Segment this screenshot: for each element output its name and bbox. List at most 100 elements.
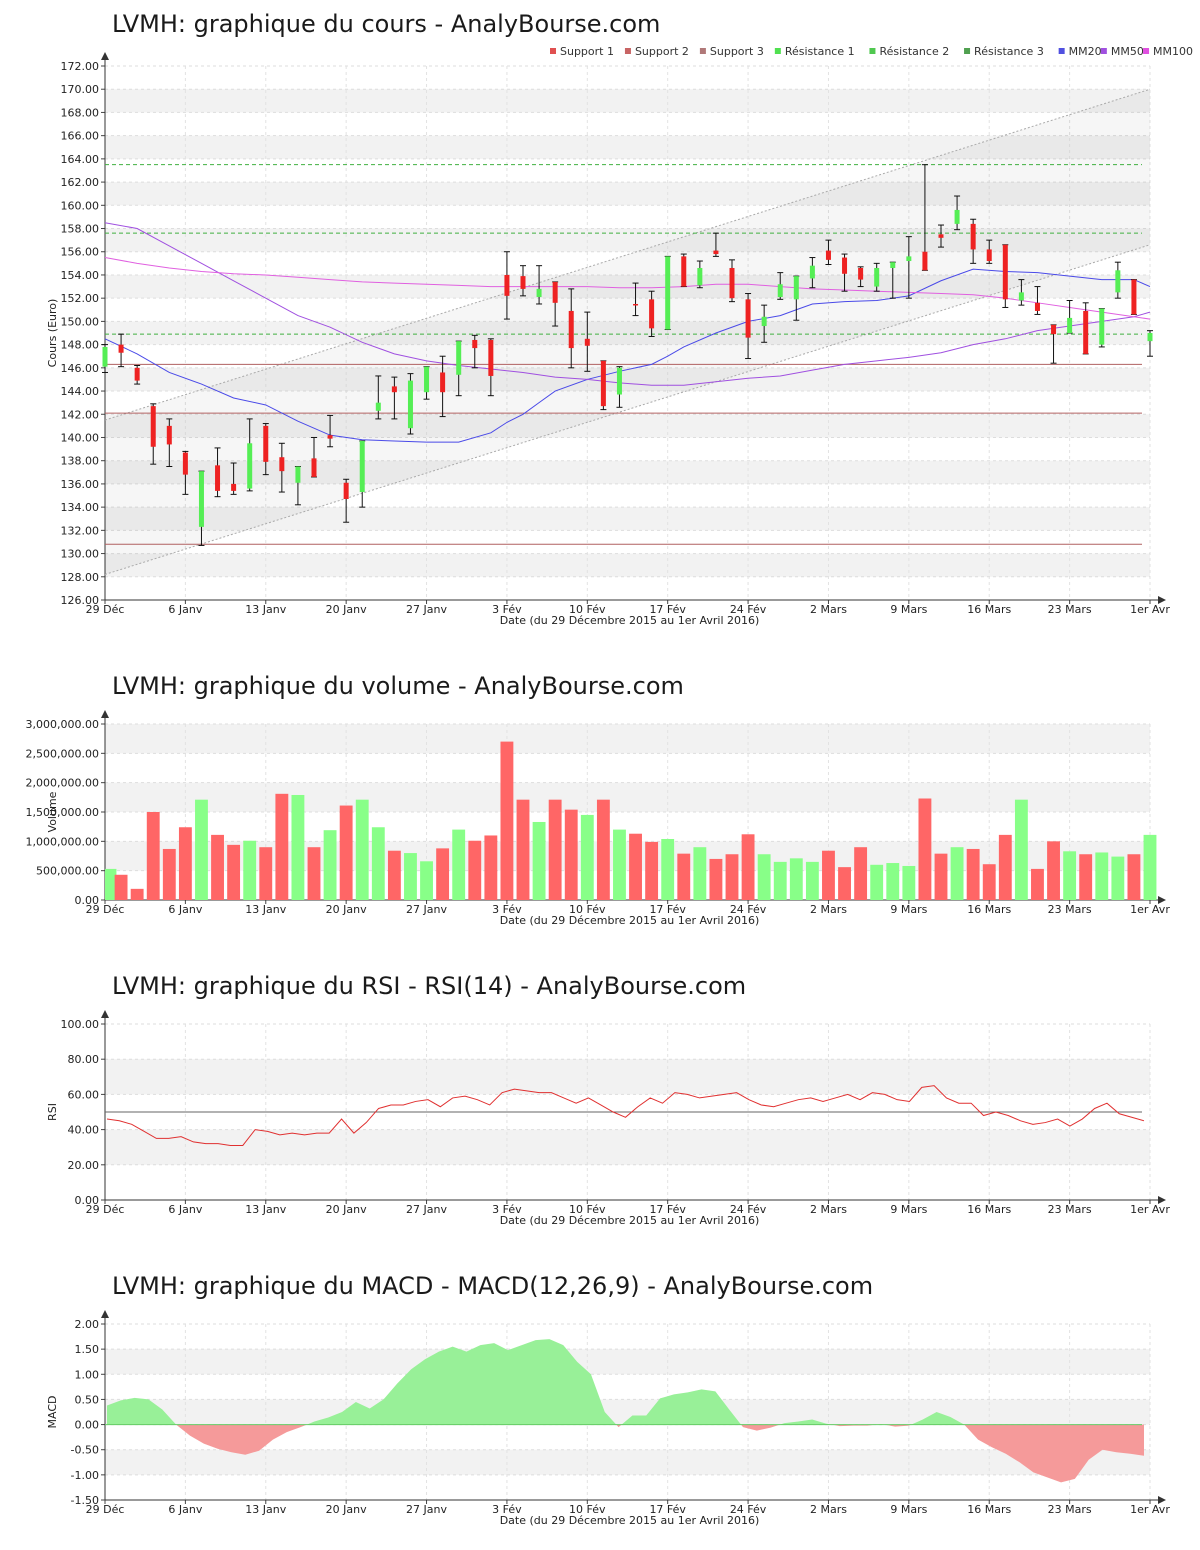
y-axis-label: Cours (Euro) (46, 299, 59, 368)
candle-body (504, 274, 510, 296)
volume-bar (452, 829, 466, 900)
x-tick-label: 6 Janv (168, 903, 202, 916)
plot-area: -1.50 -1.00 -0.50 0.00 0.50 1.00 1.50 2.00 29 Dé… (46, 1310, 1170, 1527)
x-tick-label: 27 Janv (406, 1503, 447, 1516)
candle-body (938, 234, 944, 238)
volume-panel: LVMH: graphique du volume - AnalyBourse.… (0, 660, 1200, 940)
y-tick-label: 40.00 (68, 1124, 100, 1137)
volume-bar (886, 863, 900, 900)
y-tick-label: 148.00 (61, 339, 100, 352)
volume-bar (805, 861, 819, 900)
candle-body (793, 276, 799, 300)
candle-body (1034, 302, 1040, 311)
x-axis-label: Date (du 29 Décembre 2015 au 1er Avril 2… (500, 914, 760, 927)
legend: Support 1 Support 2 Support 3 Résistance 1 R… (550, 45, 1193, 58)
candle-body (761, 316, 767, 327)
legend-swatch (869, 48, 876, 54)
volume-bar (613, 829, 626, 900)
x-tick-label: 13 Janv (245, 903, 286, 916)
volume-bar (677, 853, 691, 900)
candle-body (825, 250, 831, 260)
legend-label: Résistance 1 (785, 45, 855, 58)
volume-bar (645, 841, 659, 900)
macd-negative-area (741, 1424, 780, 1431)
grid-band (105, 367, 1150, 392)
volume-bar (902, 865, 916, 900)
candle-body (1067, 317, 1073, 333)
legend-swatch (1100, 48, 1107, 54)
x-tick-label: 2 Mars (810, 1503, 847, 1516)
x-tick-label: 29 Déc (86, 903, 125, 916)
x-tick-label: 16 Mars (967, 903, 1011, 916)
volume-bar (484, 835, 498, 900)
volume-bar (195, 799, 208, 900)
candle-body (182, 452, 188, 475)
volume-bar (1063, 851, 1077, 900)
plot-area: 126.00 128.00 130.00 132.00 134.00 136.00 138.… (46, 52, 1170, 627)
y-tick-label: 168.00 (61, 106, 100, 119)
volume-bar (1095, 852, 1109, 900)
y-tick-label: 2.00 (75, 1318, 100, 1331)
y-axis-arrow (101, 710, 109, 718)
volume-bar (500, 741, 514, 900)
candle-body (472, 339, 478, 349)
volume-bar (596, 799, 610, 900)
candle-body (1131, 279, 1137, 315)
macd-negative-area (616, 1424, 622, 1428)
volume-bar (1127, 854, 1141, 900)
y-axis-label: RSI (46, 1103, 59, 1121)
volume-bar (339, 805, 353, 900)
volume-bar (789, 858, 803, 900)
y-tick-label: 164.00 (61, 153, 100, 166)
x-tick-label: 10 Fév (569, 1203, 606, 1216)
volume-bar (114, 874, 128, 900)
x-tick-label: 23 Mars (1048, 903, 1092, 916)
macd-negative-area (964, 1424, 1144, 1483)
grid-band (105, 135, 1150, 159)
x-tick-label: 20 Janv (326, 603, 367, 616)
candle-body (600, 360, 606, 407)
y-tick-label: -1.50 (71, 1494, 99, 1507)
candle-body (986, 249, 992, 262)
x-tick-label: 9 Mars (890, 1503, 927, 1516)
volume-bar (243, 840, 257, 900)
price-panel: LVMH: graphique du cours - AnalyBourse.c… (0, 0, 1200, 640)
candle-body (809, 265, 815, 279)
volume-bar (532, 821, 546, 900)
x-tick-label: 13 Janv (245, 1203, 286, 1216)
volume-bar (323, 830, 337, 900)
candle-body (568, 310, 574, 349)
candle-body (1002, 244, 1008, 300)
grid-band (105, 782, 1150, 812)
x-tick-label: 1er Avr (1130, 1203, 1170, 1216)
volume-bar (838, 867, 851, 900)
candle-body (681, 256, 687, 287)
candle-body (150, 406, 156, 447)
y-tick-label: 2,500,000.00 (26, 747, 99, 760)
volume-bar (355, 799, 369, 900)
grid-band (105, 1449, 1150, 1475)
legend-swatch (774, 48, 781, 54)
x-tick-label: 3 Fév (492, 1503, 522, 1516)
y-tick-label: 170.00 (61, 83, 100, 96)
x-axis-label: Date (du 29 Décembre 2015 au 1er Avril 2… (500, 614, 760, 627)
volume-bar (918, 798, 932, 900)
grid-band (105, 460, 1150, 484)
y-tick-label: -1.00 (71, 1469, 99, 1482)
y-tick-label: 162.00 (61, 176, 100, 189)
candle-body (520, 276, 526, 289)
candle-body (729, 267, 735, 299)
x-tick-label: 20 Janv (326, 1503, 367, 1516)
x-tick-label: 1er Avr (1130, 1503, 1170, 1516)
x-tick-label: 24 Fév (730, 603, 767, 616)
legend-label: Résistance 3 (974, 45, 1044, 58)
y-axis-arrow (101, 52, 109, 60)
x-axis-arrow (1158, 1496, 1166, 1504)
x-tick-label: 16 Mars (967, 1503, 1011, 1516)
x-tick-label: 9 Mars (890, 903, 927, 916)
candle-body (1051, 324, 1057, 335)
candle-body (263, 425, 269, 462)
macd-positive-area (621, 1389, 742, 1425)
grid-band (105, 89, 1150, 113)
x-tick-label: 23 Mars (1048, 603, 1092, 616)
